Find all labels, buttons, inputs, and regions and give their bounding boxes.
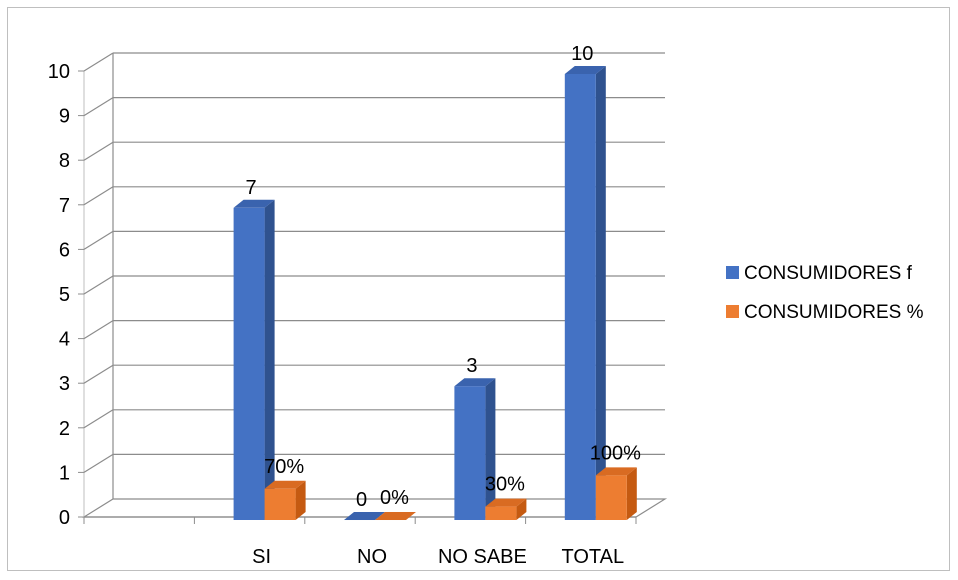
gridline-depth (83, 141, 114, 161)
bar-front (595, 475, 627, 520)
y-axis-ticks: 0 1 2 3 4 5 6 7 8 9 10 (48, 61, 84, 529)
gridline-depth (83, 230, 114, 250)
gridline-depth (83, 186, 114, 206)
x-axis: SI NO NO SABE TOTAL (83, 516, 637, 568)
legend-swatch (726, 305, 739, 318)
data-label: 0% (380, 487, 409, 509)
bar-top (564, 66, 606, 74)
bar-top (344, 512, 385, 520)
bar[interactable] (564, 66, 606, 520)
data-label: 10 (571, 43, 593, 65)
bar-front (485, 506, 517, 520)
bar-side (264, 199, 275, 521)
gridline-depth (83, 453, 114, 473)
bar-side (626, 467, 637, 520)
bar-side (516, 498, 527, 520)
bar[interactable] (595, 467, 637, 520)
y-tick-label: 3 (59, 373, 70, 395)
y-tick-label: 4 (59, 329, 70, 351)
y-tick-label: 6 (59, 239, 70, 261)
gridline-depth (83, 364, 114, 384)
bar-front (564, 74, 596, 520)
data-label: 0 (356, 489, 367, 511)
bar[interactable] (485, 498, 527, 520)
bar-top (595, 467, 637, 476)
bar-top (485, 498, 527, 507)
bar-front (233, 207, 265, 521)
data-label: 70% (264, 456, 304, 478)
gridline-depth (83, 275, 114, 295)
data-label: 100% (590, 442, 641, 464)
y-tick-label: 5 (59, 284, 70, 306)
bar[interactable] (454, 378, 496, 520)
y-tick-label: 9 (59, 106, 70, 128)
gridline-depth (83, 320, 114, 340)
legend-swatch (726, 266, 739, 279)
y-tick-label: 0 (59, 507, 70, 529)
bar-side (595, 66, 606, 520)
gridline-depth (83, 97, 114, 117)
gridline-depth (83, 409, 114, 429)
bar-side (485, 378, 496, 520)
bar[interactable] (264, 480, 306, 520)
x-tick-label: TOTAL (561, 546, 624, 568)
y-tick-label: 7 (59, 195, 70, 217)
legend-item: CONSUMIDORES % (726, 302, 924, 323)
bars (233, 66, 637, 521)
x-tick-label: NO SABE (438, 546, 527, 568)
y-tick-label: 10 (48, 61, 70, 83)
data-label: 7 (246, 177, 257, 199)
x-tick-label: NO (357, 546, 387, 568)
bar-side (295, 480, 306, 520)
bar-top (454, 378, 496, 387)
data-label: 3 (466, 355, 477, 377)
legend: CONSUMIDORES f CONSUMIDORES % (726, 263, 924, 323)
x-tick-label: SI (252, 546, 271, 568)
bar-top (264, 480, 306, 489)
bar[interactable] (344, 512, 385, 521)
legend-item: CONSUMIDORES f (726, 263, 913, 284)
bar-top (375, 512, 416, 520)
bar-front (454, 386, 486, 520)
y-tick-label: 8 (59, 150, 70, 172)
y-tick-label: 2 (59, 418, 70, 440)
data-label: 30% (485, 474, 525, 496)
legend-label: CONSUMIDORES f (744, 263, 913, 284)
chart-area: 0 1 2 3 4 5 6 7 8 9 10 SI NO NO SABE TOTAL 7 0 3 10 70% 0%… (7, 7, 950, 571)
legend-label: CONSUMIDORES % (744, 302, 924, 323)
y-tick-label: 1 (59, 462, 70, 484)
gridline-depth (83, 52, 114, 72)
bar-chart: 0 1 2 3 4 5 6 7 8 9 10 SI NO NO SABE TOTAL 7 0 3 10 70% 0%… (48, 43, 924, 568)
data-labels: 7 0 3 10 70% 0% 30% 100% (246, 43, 642, 511)
bar[interactable] (375, 512, 416, 521)
bar-top (233, 199, 275, 208)
bar[interactable] (233, 199, 275, 521)
bar-front (264, 488, 296, 520)
